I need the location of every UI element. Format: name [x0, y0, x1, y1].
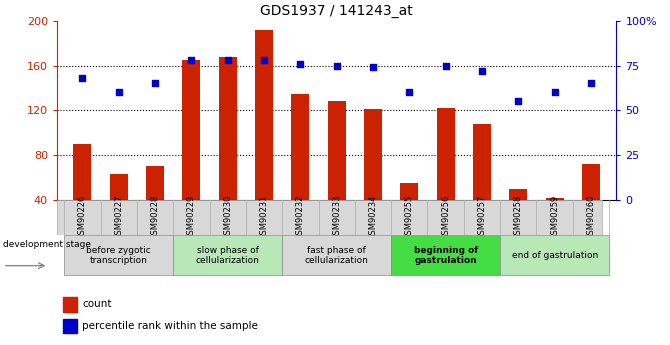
Text: count: count [82, 299, 112, 309]
Text: beginning of
gastrulation: beginning of gastrulation [413, 246, 478, 265]
Point [368, 65, 379, 70]
Point [259, 57, 269, 63]
Bar [400, 183, 418, 200]
Text: GSM90231: GSM90231 [259, 195, 269, 240]
Point [77, 75, 88, 81]
Bar [500, 235, 609, 275]
Text: GSM90226: GSM90226 [78, 195, 87, 240]
Point [440, 63, 451, 68]
Text: development stage: development stage [3, 240, 91, 249]
Bar [182, 60, 200, 200]
Point [222, 57, 233, 63]
Bar [62, 319, 76, 333]
Bar [545, 198, 563, 200]
Text: slow phase of
cellularization: slow phase of cellularization [196, 246, 260, 265]
Point [586, 81, 596, 86]
Text: GSM90258: GSM90258 [514, 195, 523, 240]
Text: fast phase of
cellularization: fast phase of cellularization [305, 246, 369, 265]
Bar [391, 235, 500, 275]
Text: GSM90229: GSM90229 [187, 195, 196, 240]
Bar [582, 164, 600, 200]
Text: end of gastrulation: end of gastrulation [511, 251, 598, 260]
Bar [291, 93, 310, 200]
Bar [110, 174, 128, 200]
Text: GSM90255: GSM90255 [405, 195, 414, 240]
Text: GSM90257: GSM90257 [478, 195, 486, 240]
Bar [364, 109, 382, 200]
Text: percentile rank within the sample: percentile rank within the sample [82, 321, 258, 331]
Bar [473, 124, 491, 200]
Bar [255, 30, 273, 200]
Point [404, 90, 415, 95]
Bar [437, 108, 455, 200]
Point [186, 57, 197, 63]
Bar [174, 235, 282, 275]
Text: GSM90228: GSM90228 [151, 195, 159, 240]
Bar [62, 297, 76, 312]
Text: GSM90230: GSM90230 [223, 195, 232, 240]
Bar [64, 235, 174, 275]
Bar [146, 167, 164, 200]
Point [149, 81, 160, 86]
Text: GSM90256: GSM90256 [441, 195, 450, 240]
Point [331, 63, 342, 68]
Point [513, 99, 524, 104]
Bar [218, 57, 237, 200]
Text: GSM90233: GSM90233 [332, 195, 341, 240]
Point [549, 90, 560, 95]
Bar [328, 101, 346, 200]
Bar [282, 235, 391, 275]
Title: GDS1937 / 141243_at: GDS1937 / 141243_at [261, 4, 413, 18]
Bar [509, 189, 527, 200]
Text: GSM90232: GSM90232 [296, 195, 305, 240]
Bar [73, 144, 92, 200]
Point [113, 90, 124, 95]
Text: GSM90260: GSM90260 [586, 195, 596, 240]
Text: GSM90227: GSM90227 [114, 195, 123, 240]
Text: GSM90234: GSM90234 [369, 195, 377, 240]
Point [295, 61, 306, 67]
Point [476, 68, 487, 74]
Text: GSM90259: GSM90259 [550, 195, 559, 240]
Text: before zygotic
transcription: before zygotic transcription [86, 246, 151, 265]
